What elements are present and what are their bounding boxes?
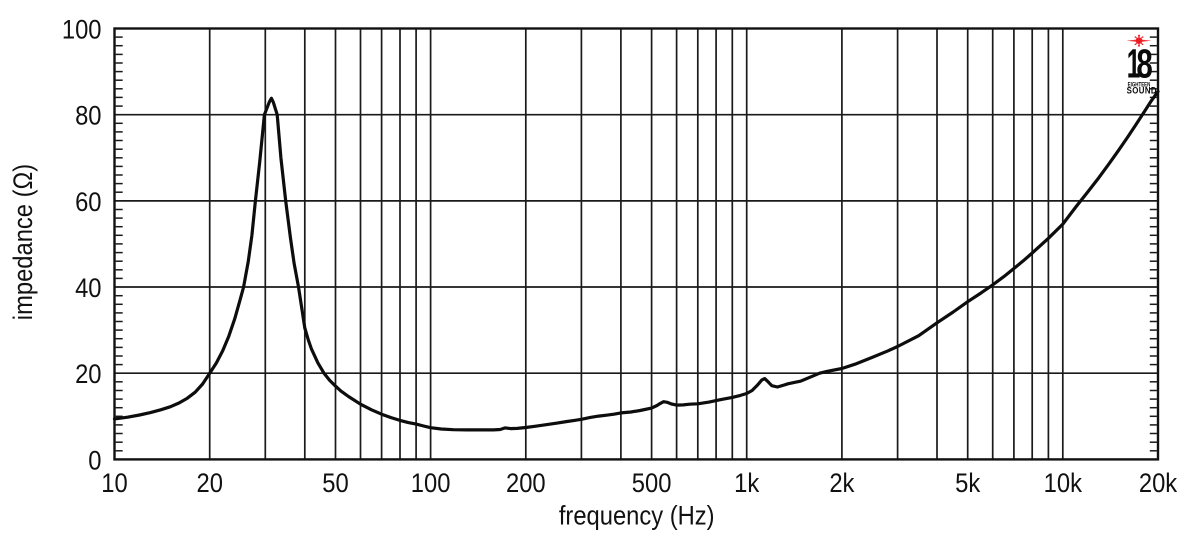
svg-text:frequency (Hz): frequency (Hz)	[559, 501, 715, 530]
svg-text:50: 50	[322, 469, 348, 498]
svg-text:5k: 5k	[955, 469, 981, 498]
svg-text:20k: 20k	[1139, 469, 1178, 498]
svg-text:500: 500	[632, 469, 672, 498]
svg-text:200: 200	[506, 469, 546, 498]
svg-text:80: 80	[75, 102, 101, 131]
svg-text:60: 60	[75, 188, 101, 217]
svg-text:0: 0	[88, 446, 101, 475]
svg-text:40: 40	[75, 274, 101, 303]
svg-text:100: 100	[62, 15, 102, 44]
svg-text:20: 20	[75, 360, 101, 389]
svg-text:20: 20	[196, 469, 222, 498]
svg-text:SOUND: SOUND	[1127, 85, 1157, 96]
svg-text:impedance (Ω): impedance (Ω)	[9, 164, 38, 320]
svg-text:2k: 2k	[829, 469, 855, 498]
svg-text:100: 100	[411, 469, 451, 498]
svg-text:8: 8	[1136, 41, 1152, 87]
svg-text:10: 10	[101, 469, 127, 498]
svg-text:EIGHTEEN: EIGHTEEN	[1128, 82, 1151, 89]
svg-text:10k: 10k	[1044, 469, 1083, 498]
svg-text:1: 1	[1127, 41, 1141, 87]
svg-text:1k: 1k	[734, 469, 760, 498]
